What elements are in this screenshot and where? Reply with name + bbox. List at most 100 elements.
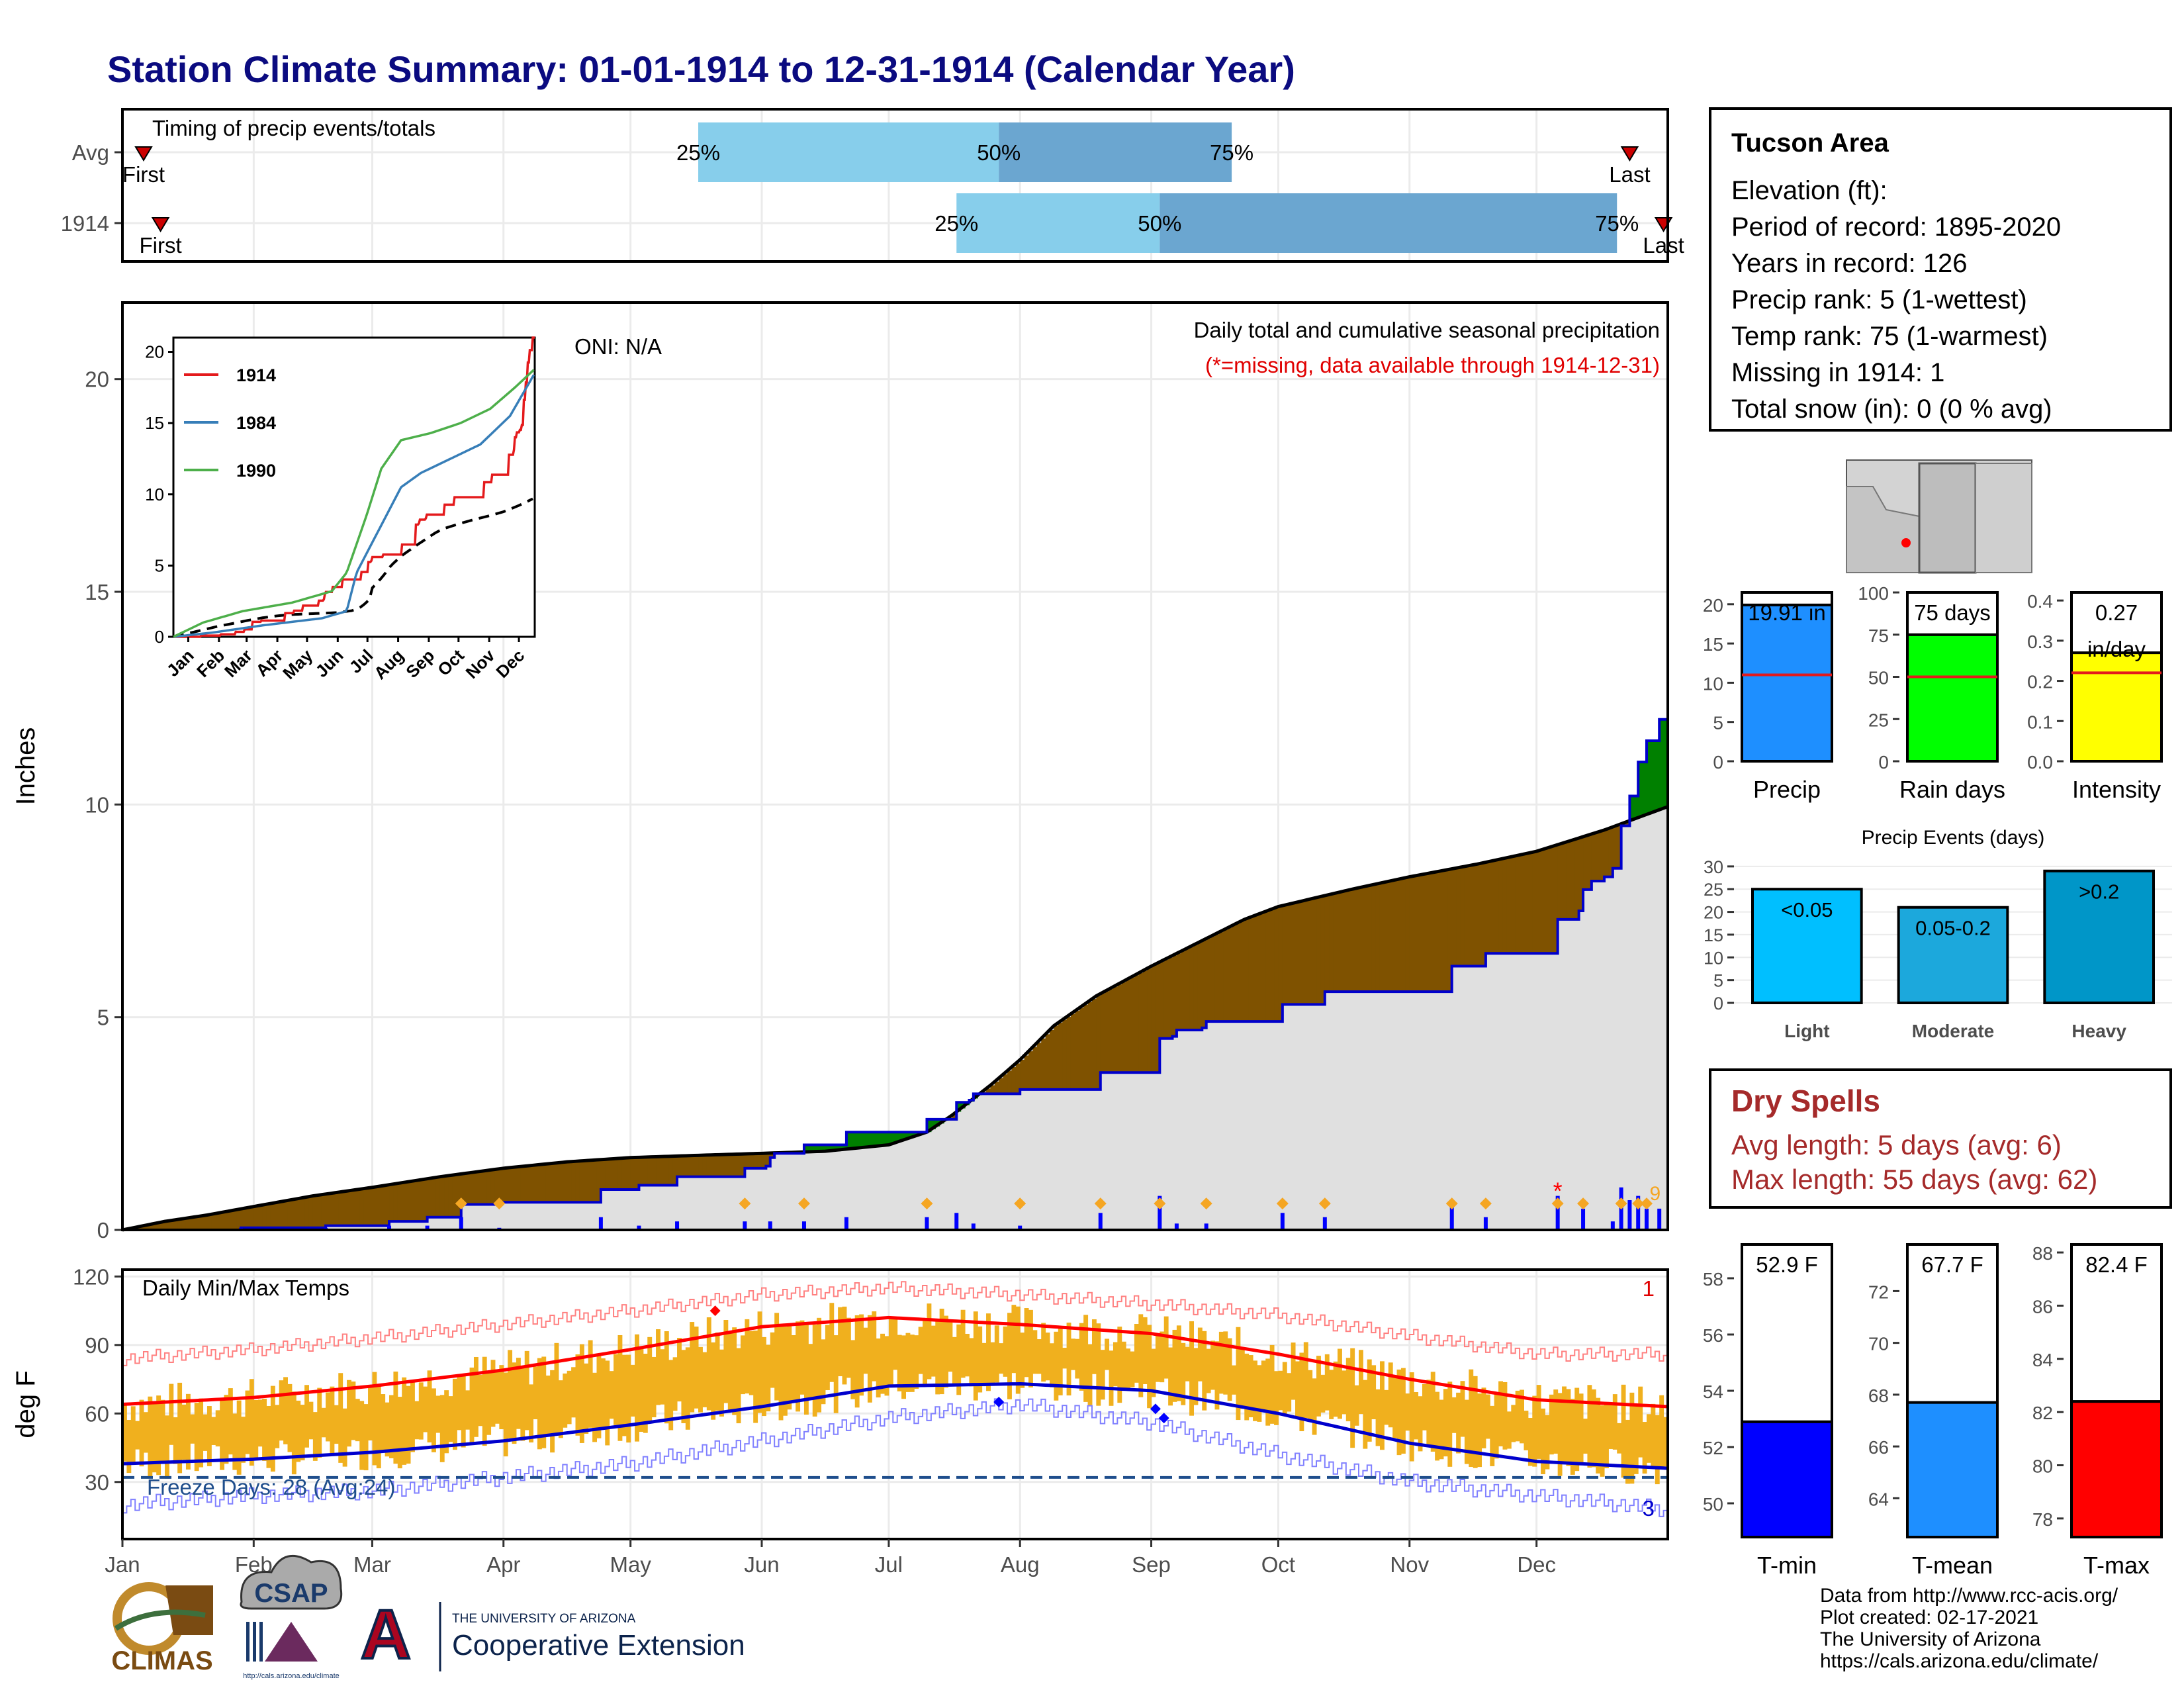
precip-below-avg-area <box>541 1164 547 1203</box>
precip-below-avg-area <box>706 1154 711 1177</box>
temp-daily-bar <box>533 1366 538 1419</box>
temp-daily-bar <box>1109 1350 1114 1406</box>
temp-daily-bar <box>393 1371 398 1464</box>
events-ytick-label: 15 <box>1704 925 1723 945</box>
precip-below-avg-area <box>584 1160 589 1203</box>
precip-ytick-label: 5 <box>97 1006 109 1030</box>
timing-first-marker <box>151 217 170 232</box>
temp-daily-bar <box>1392 1377 1398 1438</box>
precip-below-avg-area <box>1338 892 1343 992</box>
precip-below-avg-area <box>1562 843 1567 919</box>
temp-daily-bar <box>558 1380 563 1438</box>
precip-below-avg-area <box>1223 929 1228 1022</box>
temp-daily-bar <box>190 1414 195 1444</box>
precip-below-avg-area <box>1181 951 1186 1030</box>
precip-below-avg-area <box>626 1158 631 1190</box>
temp-daily-bar <box>1134 1324 1139 1383</box>
precip-below-avg-area <box>1414 876 1419 992</box>
events-bar-label: Heavy <box>2071 1021 2126 1041</box>
precip-daily-bar <box>1280 1213 1285 1230</box>
temp-ylabel: deg F <box>11 1370 40 1438</box>
temp-daily-bar <box>1320 1374 1326 1413</box>
temp-daily-bar <box>368 1385 373 1441</box>
temp-daily-bar <box>761 1336 766 1417</box>
precip-below-avg-area <box>1456 868 1461 966</box>
precip-below-avg-area <box>639 1157 644 1186</box>
precip-event-marker <box>1014 1197 1026 1210</box>
temp-daily-bar <box>554 1342 559 1434</box>
precip-below-avg-area <box>563 1162 568 1203</box>
temp-daily-bar <box>621 1354 627 1436</box>
precip-below-avg-area <box>643 1157 648 1186</box>
precip-below-avg-area <box>1202 940 1207 1028</box>
temp-min-ytick-label: 52 <box>1703 1438 1723 1458</box>
temp-daily-bar <box>304 1385 309 1448</box>
precip-below-avg-area <box>283 1201 289 1228</box>
precip-below-avg-area <box>1248 917 1253 1022</box>
inset-xtick-label: Feb <box>193 645 228 681</box>
temp-daily-bar <box>808 1344 813 1400</box>
precip-below-avg-area <box>1545 849 1550 954</box>
precip-daily-bar <box>768 1221 772 1230</box>
station-name: Tucson Area <box>1731 128 1889 158</box>
precip-below-avg-area <box>1274 908 1279 1022</box>
temp-daily-bar <box>160 1399 165 1463</box>
precip-below-avg-area <box>266 1204 271 1228</box>
temp-daily-bar <box>1147 1325 1152 1409</box>
temp-daily-bar <box>1379 1361 1385 1450</box>
precip-below-avg-area <box>698 1155 704 1177</box>
temp-daily-bar <box>821 1339 826 1405</box>
temp-daily-bar <box>1036 1339 1042 1374</box>
temp-daily-bar <box>228 1388 233 1455</box>
rain-days-bar <box>1906 633 1999 763</box>
precip-below-avg-area <box>1329 894 1334 992</box>
precip-below-avg-area <box>605 1159 610 1190</box>
precip-event-marker <box>1154 1197 1166 1210</box>
temp-daily-bar <box>1524 1411 1529 1450</box>
temp-daily-bar <box>266 1405 271 1468</box>
temp-daily-bar <box>605 1360 610 1446</box>
temp-daily-bar <box>973 1311 978 1401</box>
precip-above-avg-area <box>833 1145 839 1150</box>
temp-daily-bar <box>1591 1389 1596 1468</box>
temp-daily-bar <box>1253 1360 1257 1421</box>
precip-below-avg-area <box>279 1201 284 1228</box>
precip-below-avg-area <box>1502 859 1508 954</box>
precip-total-label-box <box>1741 591 1833 606</box>
temp-daily-bar <box>1553 1389 1559 1454</box>
events-bar-range: <0.05 <box>1781 898 1833 921</box>
temp-daily-bar <box>960 1309 966 1378</box>
temp-daily-bar <box>418 1382 424 1440</box>
temp-min-ytick-label: 50 <box>1703 1494 1723 1515</box>
intensity-ytick-label: 0.1 <box>2027 712 2053 732</box>
intensity-label: Intensity <box>2072 776 2161 803</box>
temp-daily-bar <box>516 1358 521 1429</box>
timing-first-label: First <box>139 233 181 258</box>
temp-daily-bar <box>473 1356 478 1437</box>
precip-below-avg-area <box>1371 884 1377 992</box>
precip-below-avg-area <box>397 1183 402 1222</box>
precip-event-marker <box>1641 1197 1653 1210</box>
temp-daily-bar <box>1032 1330 1038 1374</box>
inset-frame <box>172 336 536 638</box>
rain-days-ytick-label: 75 <box>1868 626 1889 646</box>
temp-daily-bar <box>660 1349 665 1405</box>
temp-daily-bar <box>1363 1380 1368 1449</box>
temp-max-label: T-max <box>2083 1552 2150 1579</box>
temp-daily-bar <box>1126 1348 1131 1390</box>
temp-daily-bar <box>508 1350 513 1438</box>
temp-daily-bar <box>719 1349 724 1417</box>
temp-daily-bar <box>1439 1399 1444 1460</box>
precip-below-avg-area <box>621 1158 627 1190</box>
events-ytick-label: 5 <box>1713 971 1723 991</box>
precip-below-avg-area <box>732 1154 737 1177</box>
temp-daily-bar <box>1261 1360 1266 1411</box>
events-bar-label: Moderate <box>1912 1021 1994 1041</box>
temp-daily-bar <box>723 1319 729 1403</box>
temp-daily-bar <box>1181 1342 1186 1405</box>
month-xtick-label: Sep <box>1132 1552 1171 1577</box>
precip-total-ytick-label: 10 <box>1703 673 1723 694</box>
temp-record-max-line <box>122 1281 1668 1366</box>
precip-event-marker <box>921 1197 933 1210</box>
temp-daily-bar <box>905 1333 911 1392</box>
